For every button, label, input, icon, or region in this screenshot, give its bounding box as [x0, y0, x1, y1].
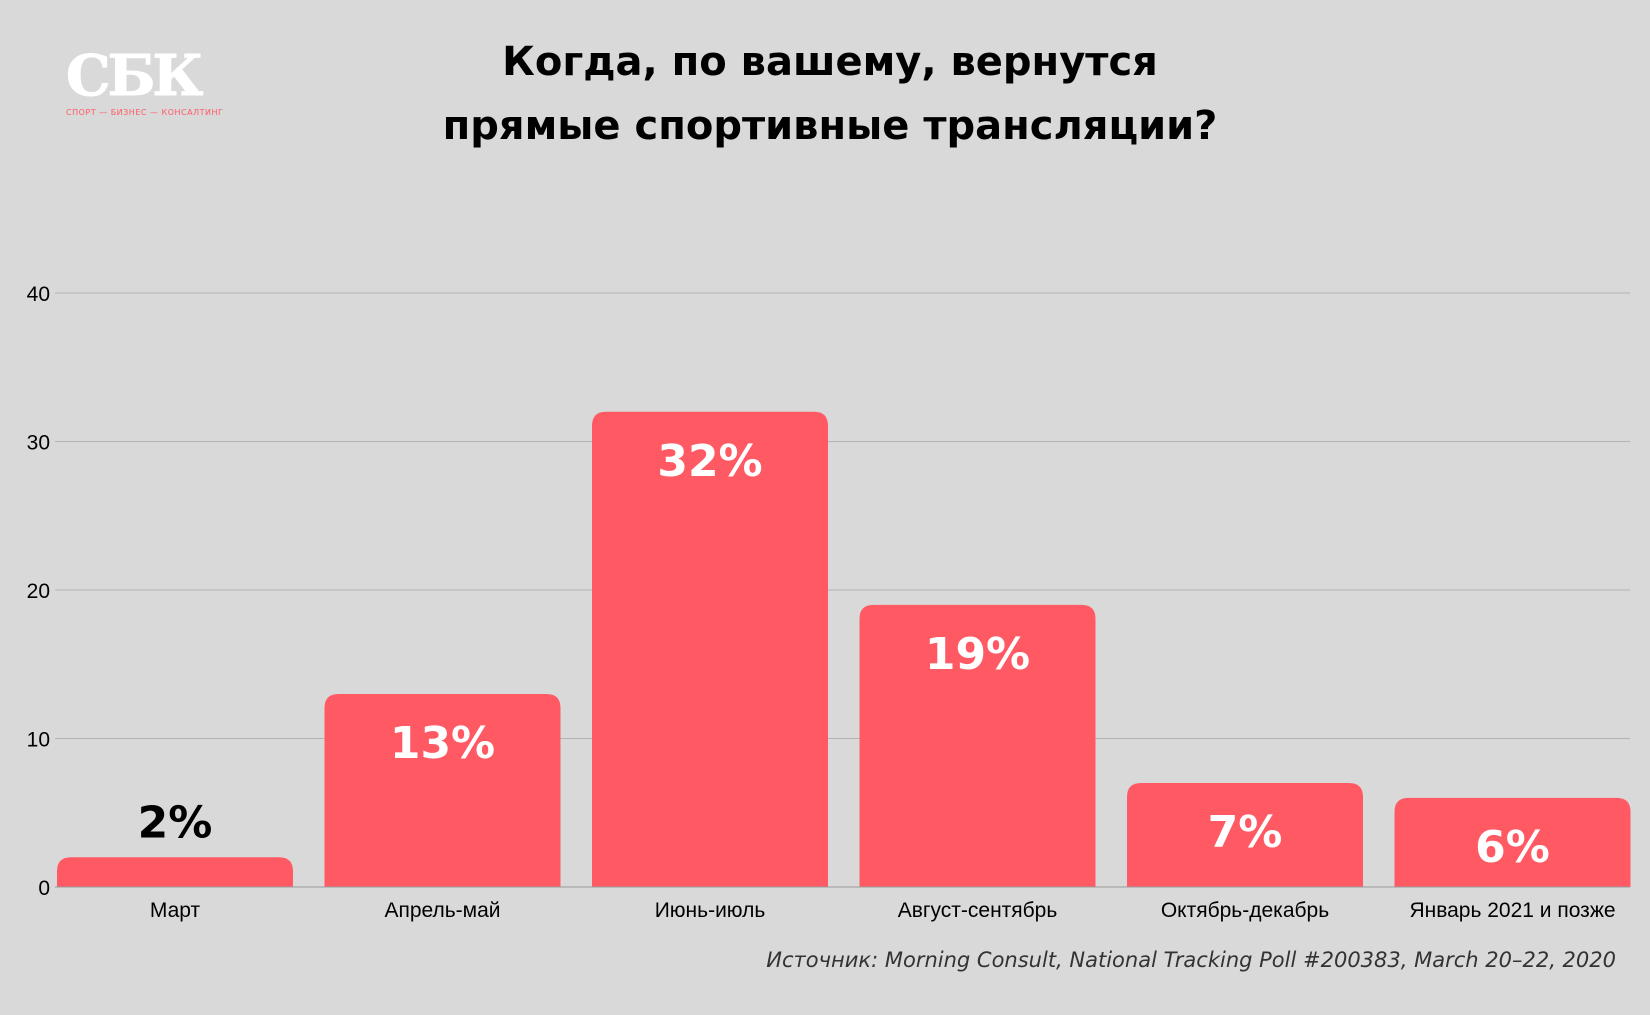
data-label-3: 19%	[925, 629, 1030, 680]
bar-3	[859, 604, 1096, 887]
x-tick-label-4: Октябрь-декабрь	[1161, 899, 1329, 922]
logo-mark: СБК	[66, 43, 204, 109]
y-tick-label-30: 30	[27, 432, 50, 455]
data-label-2: 32%	[657, 436, 762, 487]
chart-title: Когда, по вашему, вернутся прямые спорти…	[330, 30, 1330, 158]
x-tick-label-2: Июнь-июль	[655, 899, 766, 922]
bar-4	[1127, 783, 1363, 887]
data-label-4: 7%	[1208, 807, 1283, 858]
x-tick-label-5: Январь 2021 и позже	[1409, 899, 1615, 922]
bar-0	[57, 857, 293, 887]
x-tick-label-3: Август-сентябрь	[898, 899, 1058, 922]
source-note: Источник: Morning Consult, National Trac…	[766, 948, 1616, 972]
logo-subtitle: СПОРТ — БИЗНЕС — КОНСАЛТИНГ	[66, 108, 224, 117]
logo: СБК СПОРТ — БИЗНЕС — КОНСАЛТИНГ	[66, 48, 241, 120]
bar-2	[592, 411, 828, 887]
x-tick-label-0: Март	[150, 899, 201, 922]
bar-1	[324, 693, 561, 887]
y-tick-label-40: 40	[27, 283, 50, 306]
data-label-5: 6%	[1475, 822, 1550, 873]
chart-title-line-2: прямые спортивные трансляции?	[442, 103, 1218, 149]
y-tick-label-0: 0	[38, 877, 50, 900]
bar-5	[1394, 797, 1631, 887]
chart-title-line-1: Когда, по вашему, вернутся	[502, 39, 1158, 85]
y-tick-label-20: 20	[27, 580, 50, 603]
x-tick-label-1: Апрель-май	[384, 899, 500, 922]
data-label-1: 13%	[390, 718, 495, 769]
y-tick-label-10: 10	[27, 729, 50, 752]
data-label-0: 2%	[138, 797, 213, 848]
